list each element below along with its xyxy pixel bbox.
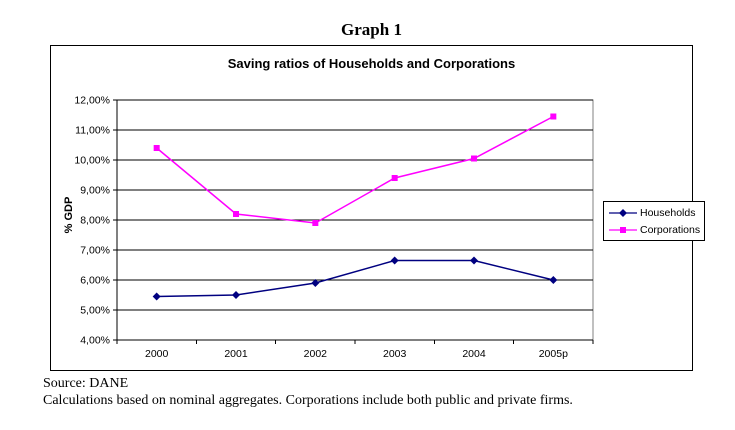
source-caption: Source: DANE [43,376,129,391]
svg-text:4,00%: 4,00% [80,335,110,347]
legend-label-corporations: Corporations [640,223,701,236]
svg-text:11,00%: 11,00% [75,125,110,137]
x-axis-ticks-and-labels: 2000 2001 2002 2003 2004 2005p [116,340,594,360]
legend-item-households: Households [608,205,700,220]
svg-text:7,00%: 7,00% [80,245,110,257]
svg-text:2004: 2004 [462,348,486,360]
legend-label-households: Households [640,206,696,219]
svg-text:2005p: 2005p [539,348,568,360]
svg-text:2000: 2000 [145,348,169,360]
graph-heading: Graph 1 [341,20,402,39]
y-gridlines-and-ticks: 12,00% 11,00% 10,00% 9,00% 8,00% 7,00% 6,00% 5,… [74,95,593,347]
svg-text:2003: 2003 [383,348,407,360]
svg-text:10,00%: 10,00% [74,155,110,167]
svg-text:2001: 2001 [224,348,248,360]
svg-text:6,00%: 6,00% [80,275,110,287]
svg-text:5,00%: 5,00% [80,305,110,317]
svg-text:2002: 2002 [304,348,328,360]
series-corporations [153,113,557,226]
corporations-series-swatch [609,226,637,233]
legend-item-corporations: Corporations [608,222,700,237]
notes-caption: Calculations based on nominal aggregates… [43,393,573,408]
chart-container: Saving ratios of Households and Corporat… [50,45,706,371]
svg-text:8,00%: 8,00% [80,215,110,227]
chart-title: Saving ratios of Households and Corporat… [227,56,516,71]
households-series-swatch [609,208,637,217]
plot-area: 12,00% 11,00% 10,00% 9,00% 8,00% 7,00% 6,00% 5,… [74,95,594,360]
legend: Households Corporations [603,201,706,241]
svg-text:9,00%: 9,00% [80,185,110,197]
svg-text:12,00%: 12,00% [74,95,110,107]
series-households [152,256,558,301]
